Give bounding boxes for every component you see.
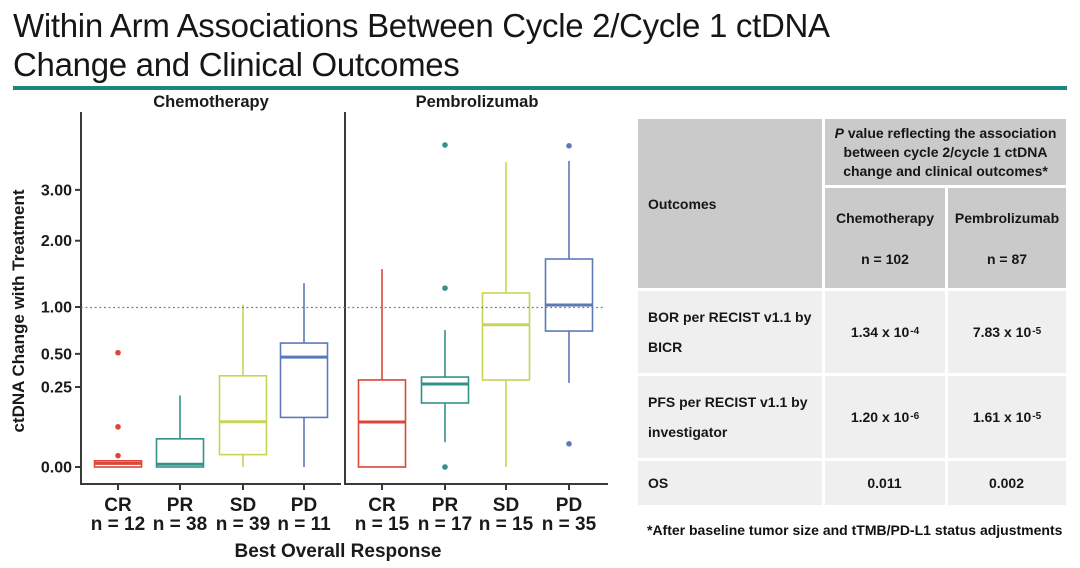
table-row-pfs-label: PFS per RECIST v1.1 by investigator [638,376,822,458]
table-header-pvalue: P value reflecting the association betwe… [825,119,1066,185]
category-label: PR [167,495,194,516]
table-cell-pfs-pembro: 1.61 x 10 -5 [948,376,1066,458]
box-pembrolizumab-SD: SDn = 15 [479,162,534,535]
boxplot-figure: 0.00 0.25 0.50 1.00 2.00 3.00 ctDNA Change wit… [9,93,608,562]
n-label: n = 15 [355,514,410,535]
chemotherapy-column-n: n = 102 [861,250,909,267]
outlier-dot [442,464,448,470]
panel-title: Chemotherapy [153,93,269,111]
pvalue-header-line3: change and clinical outcomes* [843,162,1048,179]
category-label: PD [291,495,317,516]
box-chemotherapy-PD: PDn = 11 [277,283,331,535]
table-row-bor-label: BOR per RECIST v1.1 by BICR [638,291,822,373]
outlier-dot [566,441,572,447]
n-label: n = 38 [153,514,207,535]
bor-chemo-value: 1.34 x 10 [850,324,910,340]
table-cell-pfs-chemo: 1.20 x 10 -6 [825,376,945,458]
table-header-outcomes: Outcomes [638,119,822,288]
pvalue-header-line1-rest: value reflecting the association [843,124,1057,141]
y-tick-label: 0.25 [41,380,72,397]
table-cell-bor-chemo: 1.34 x 10 -4 [825,291,945,373]
category-label: SD [230,495,256,516]
box-chemotherapy-CR: CRn = 12 [91,349,145,535]
bor-label-line1: BOR per RECIST v1.1 by [648,309,812,325]
outlier-dot [442,142,448,148]
box-chemotherapy-PR: PRn = 38 [153,395,207,535]
pvalue-header-line1: P value reflecting the association [835,124,1057,143]
pfs-label-line1: PFS per RECIST v1.1 by [648,394,808,410]
bor-pembro-exponent: -5 [1032,325,1042,337]
pfs-pembro-exponent: -5 [1032,410,1042,422]
n-label: n = 17 [418,514,472,535]
outlier-dot [566,143,572,149]
pfs-pembro-value: 1.61 x 10 [972,409,1032,425]
category-label: PR [432,495,459,516]
n-label: n = 11 [277,514,331,535]
page-title-line2: Change and Clinical Outcomes [13,46,460,83]
box-pembrolizumab-PD: PDn = 35 [542,143,597,535]
table-footnote: *After baseline tumor size and tTMB/PD-L… [647,522,1063,538]
x-axis-title: Best Overall Response [235,541,442,562]
n-label: n = 15 [479,514,534,535]
pembrolizumab-column-n: n = 87 [986,250,1028,267]
outlier-dot [115,349,121,356]
y-tick-label: 1.00 [41,300,72,317]
pvalue-header-line2: between cycle 2/cycle 1 ctDNA [843,143,1048,160]
outcomes-label: Outcomes [648,195,717,212]
pfs-chemo-value: 1.20 x 10 [850,409,910,425]
bor-label-line2: BICR [648,339,683,355]
n-label: n = 35 [542,514,597,535]
y-tick-label: 0.50 [41,346,72,363]
os-chemo-value: 0.011 [867,475,902,491]
category-label: SD [493,495,519,516]
y-axis-ticks: 0.00 0.25 0.50 1.00 2.00 3.00 [41,182,81,477]
pfs-chemo-exponent: -6 [910,410,920,422]
y-tick-label: 3.00 [41,182,72,199]
page-title: Within Arm Associations Between Cycle 2/… [13,6,1063,84]
table-row-os-label: OS [638,461,822,505]
table-header-pembrolizumab: Pembrolizumab n = 87 [948,188,1066,288]
y-tick-label: 0.00 [41,460,72,477]
os-pembro-value: 0.002 [988,475,1025,491]
outlier-dot [115,424,121,430]
y-tick-label: 2.00 [41,233,72,250]
box-pembrolizumab-PR: PRn = 17 [418,142,472,535]
p-italic: P [834,124,844,141]
n-label: n = 12 [91,514,145,535]
box-pembrolizumab-CR: CRn = 15 [355,269,410,535]
n-label: n = 39 [216,514,270,535]
category-label: CR [104,495,132,516]
category-label: CR [368,495,396,516]
outlier-dot [442,285,448,291]
panel-title: Pembrolizumab [416,93,539,111]
table-header-chemotherapy: Chemotherapy n = 102 [825,188,945,288]
pfs-label-line2: investigator [648,424,728,440]
pvalue-table: Outcomes P value reflecting the associat… [638,119,1066,505]
title-accent-rule [13,86,1067,90]
pembrolizumab-column-title: Pembrolizumab [954,209,1060,226]
table-cell-bor-pembro: 7.83 x 10 -5 [948,291,1066,373]
category-label: PD [556,495,582,516]
box-chemotherapy-SD: SDn = 39 [216,304,270,535]
outlier-dot [115,452,121,459]
bor-chemo-exponent: -4 [910,325,920,337]
bor-pembro-value: 7.83 x 10 [972,324,1032,340]
os-label-line1: OS [648,475,669,491]
table-cell-os-pembro: 0.002 [948,461,1066,505]
table-cell-os-chemo: 0.011 [825,461,945,505]
chemotherapy-column-title: Chemotherapy [835,209,935,226]
y-axis-title: ctDNA Change with Treatment [9,189,28,432]
page-title-line1: Within Arm Associations Between Cycle 2/… [13,7,830,44]
